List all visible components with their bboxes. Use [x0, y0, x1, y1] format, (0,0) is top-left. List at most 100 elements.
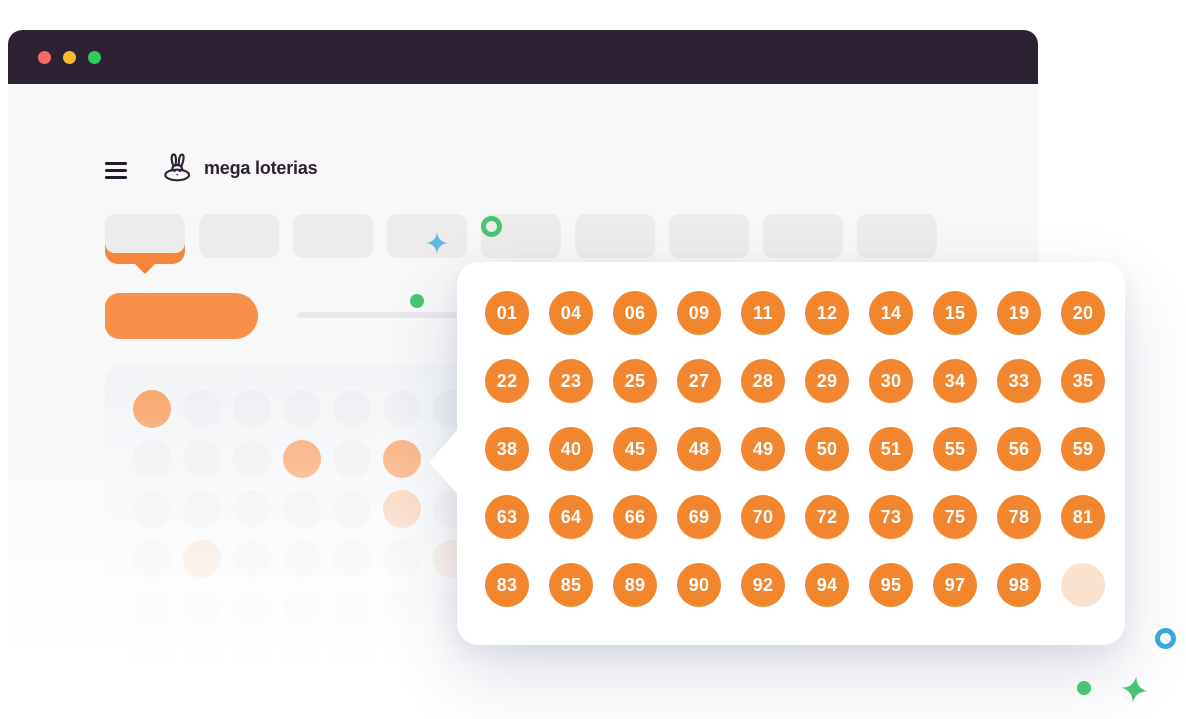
- number-ball-95[interactable]: 95: [869, 563, 913, 607]
- number-ball-92[interactable]: 92: [741, 563, 785, 607]
- nav-tab-2[interactable]: [199, 214, 279, 258]
- selected-grid-dot: [383, 490, 421, 528]
- grid-dot: [133, 540, 171, 578]
- number-ball-09[interactable]: 09: [677, 291, 721, 335]
- selected-grid-dot: [133, 390, 171, 428]
- number-ball-56[interactable]: 56: [997, 427, 1041, 471]
- number-ball-98[interactable]: 98: [997, 563, 1041, 607]
- number-ball-22[interactable]: 22: [485, 359, 529, 403]
- number-ball-59[interactable]: 59: [1061, 427, 1105, 471]
- number-ball-78[interactable]: 78: [997, 495, 1041, 539]
- number-ball-15[interactable]: 15: [933, 291, 977, 335]
- number-ball-06[interactable]: 06: [613, 291, 657, 335]
- number-ball-34[interactable]: 34: [933, 359, 977, 403]
- number-ball-empty[interactable]: [1061, 563, 1105, 607]
- grid-dot: [283, 640, 321, 678]
- grid-dot: [383, 590, 421, 628]
- number-ball-14[interactable]: 14: [869, 291, 913, 335]
- number-ball-70[interactable]: 70: [741, 495, 785, 539]
- nav-tab-7[interactable]: [669, 214, 749, 258]
- cta-button-skeleton[interactable]: [105, 293, 258, 339]
- number-ball-11[interactable]: 11: [741, 291, 785, 335]
- grid-dot: [233, 540, 271, 578]
- number-ball-29[interactable]: 29: [805, 359, 849, 403]
- number-ball-19[interactable]: 19: [997, 291, 1041, 335]
- number-ball-63[interactable]: 63: [485, 495, 529, 539]
- number-ball-51[interactable]: 51: [869, 427, 913, 471]
- grid-dot: [133, 490, 171, 528]
- number-ball-20[interactable]: 20: [1061, 291, 1105, 335]
- number-ball-72[interactable]: 72: [805, 495, 849, 539]
- number-ball-40[interactable]: 40: [549, 427, 593, 471]
- number-ball-30[interactable]: 30: [869, 359, 913, 403]
- number-picker-popup: 01 04 06 09 11 12 14 15 19 20 22 23 25 27 28 29 30 34 33 35…: [429, 262, 1125, 645]
- grid-dot: [283, 590, 321, 628]
- dot-icon: [410, 294, 424, 308]
- grid-dot: [133, 440, 171, 478]
- grid-dot: [333, 540, 371, 578]
- grid-dot: [133, 640, 171, 678]
- number-ball-33[interactable]: 33: [997, 359, 1041, 403]
- nav-tab-8[interactable]: [763, 214, 843, 258]
- number-ball-38[interactable]: 38: [485, 427, 529, 471]
- brand-name: mega loterias: [204, 157, 318, 178]
- number-ball-66[interactable]: 66: [613, 495, 657, 539]
- number-ball-83[interactable]: 83: [485, 563, 529, 607]
- grid-dot: [233, 590, 271, 628]
- active-tab-pointer-icon: [134, 263, 156, 274]
- selected-grid-dot: [283, 440, 321, 478]
- number-ball-27[interactable]: 27: [677, 359, 721, 403]
- number-ball-50[interactable]: 50: [805, 427, 849, 471]
- grid-dot: [133, 590, 171, 628]
- number-ball-85[interactable]: 85: [549, 563, 593, 607]
- number-ball-64[interactable]: 64: [549, 495, 593, 539]
- number-ball-75[interactable]: 75: [933, 495, 977, 539]
- number-ball-12[interactable]: 12: [805, 291, 849, 335]
- nav-tab-9[interactable]: [857, 214, 937, 258]
- number-ball-23[interactable]: 23: [549, 359, 593, 403]
- nav-tab-1-active[interactable]: [105, 214, 185, 274]
- number-ball-69[interactable]: 69: [677, 495, 721, 539]
- number-ball-45[interactable]: 45: [613, 427, 657, 471]
- grid-dot: [383, 540, 421, 578]
- grid-dot: [283, 390, 321, 428]
- number-ball-49[interactable]: 49: [741, 427, 785, 471]
- grid-dot: [183, 440, 221, 478]
- grid-dot: [183, 390, 221, 428]
- nav-tab-6[interactable]: [575, 214, 655, 258]
- number-ball-97[interactable]: 97: [933, 563, 977, 607]
- number-ball-89[interactable]: 89: [613, 563, 657, 607]
- sparkle-icon: [1121, 676, 1148, 703]
- number-ball-90[interactable]: 90: [677, 563, 721, 607]
- dot-icon: [1077, 681, 1091, 695]
- grid-dot: [233, 640, 271, 678]
- number-ball-01[interactable]: 01: [485, 291, 529, 335]
- nav-tab-3[interactable]: [293, 214, 373, 258]
- number-ball-55[interactable]: 55: [933, 427, 977, 471]
- grid-dot: [183, 490, 221, 528]
- brand-logo[interactable]: mega loterias: [160, 152, 318, 184]
- number-ball-35[interactable]: 35: [1061, 359, 1105, 403]
- tab-face: [105, 214, 185, 253]
- grid-dot: [183, 590, 221, 628]
- grid-dot: [283, 540, 321, 578]
- number-ball-94[interactable]: 94: [805, 563, 849, 607]
- close-button[interactable]: [38, 50, 51, 64]
- number-ball-25[interactable]: 25: [613, 359, 657, 403]
- grid-dot: [333, 640, 371, 678]
- number-ball-04[interactable]: 04: [549, 291, 593, 335]
- number-ball-73[interactable]: 73: [869, 495, 913, 539]
- nav-tabs: [105, 214, 937, 274]
- number-ball-81[interactable]: 81: [1061, 495, 1105, 539]
- number-ball-48[interactable]: 48: [677, 427, 721, 471]
- number-grid: 01 04 06 09 11 12 14 15 19 20 22 23 25 27 28 29 30 34 33 35…: [485, 291, 1105, 607]
- grid-dot: [383, 640, 421, 678]
- minimize-button[interactable]: [63, 50, 76, 64]
- sparkle-icon: [426, 232, 448, 254]
- hamburger-menu-icon[interactable]: [105, 162, 127, 179]
- nav-tab-4[interactable]: [387, 214, 467, 258]
- grid-dot: [333, 490, 371, 528]
- number-ball-28[interactable]: 28: [741, 359, 785, 403]
- maximize-button[interactable]: [88, 50, 101, 64]
- grid-dot: [433, 640, 471, 678]
